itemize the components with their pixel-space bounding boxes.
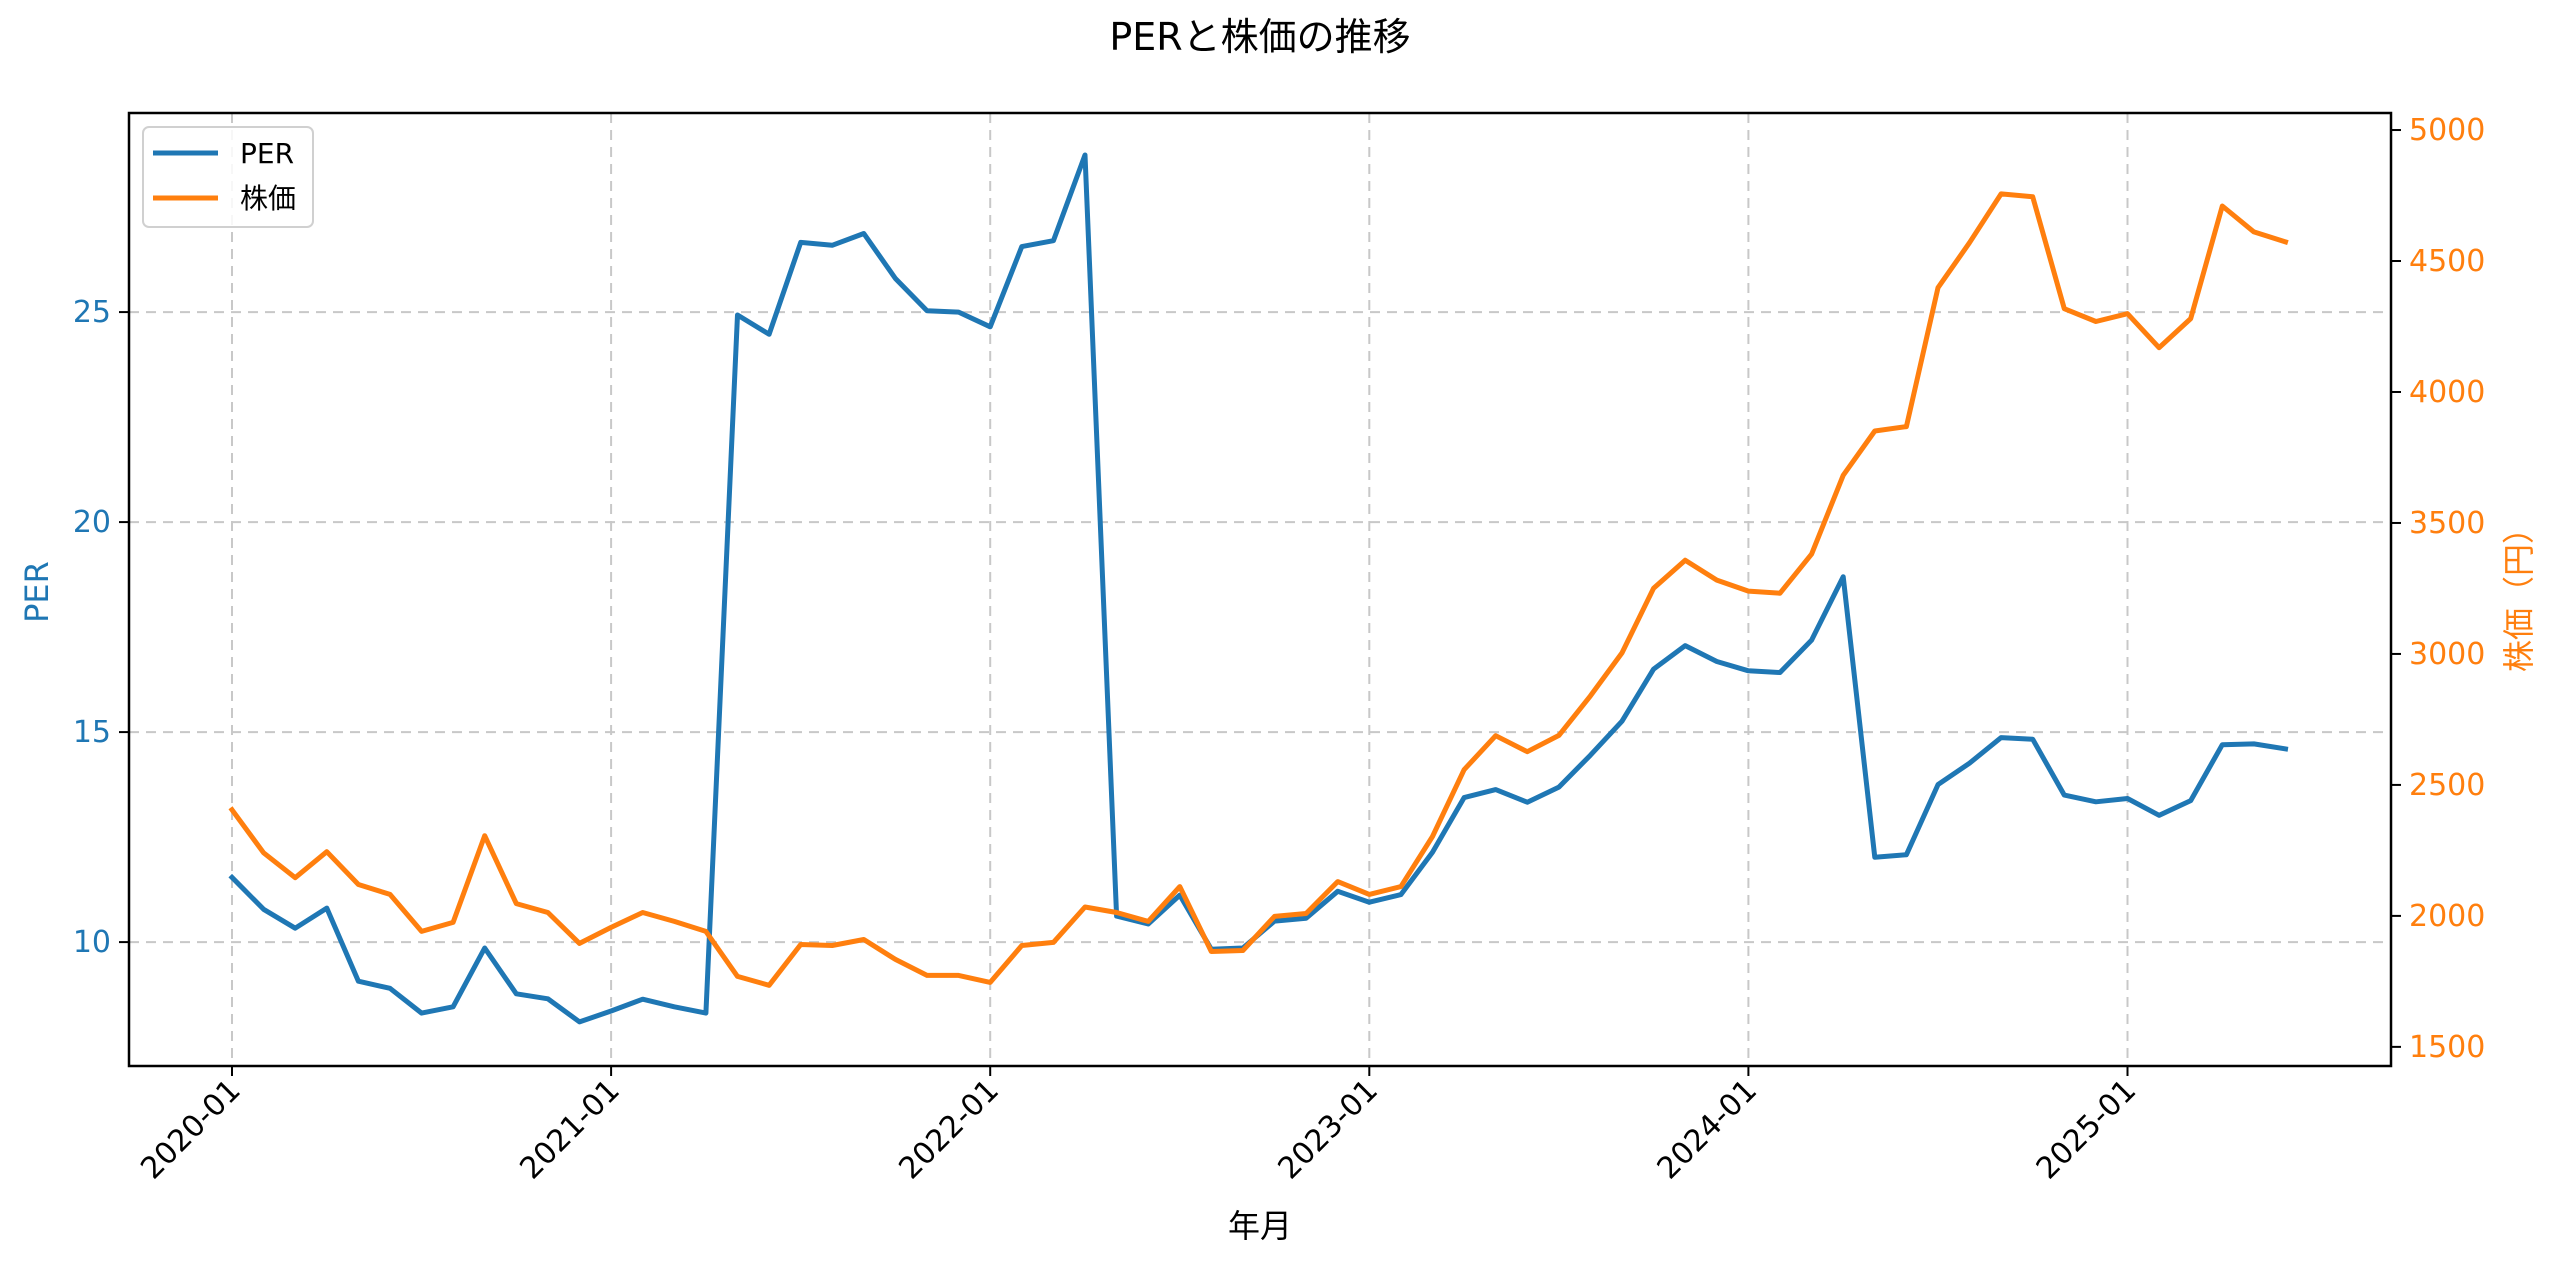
left-tick-label: 15 bbox=[73, 715, 111, 750]
plot-frame bbox=[127, 111, 2393, 1068]
left-tick-label: 25 bbox=[73, 295, 111, 330]
right-tick-label: 1500 bbox=[2409, 1030, 2485, 1065]
right-tick-label: 3000 bbox=[2409, 637, 2485, 672]
x-tick-label: 2020-01 bbox=[134, 1073, 247, 1186]
per-line bbox=[228, 152, 2289, 1025]
legend: PER 株価 bbox=[142, 126, 314, 228]
right-tick-label: 3500 bbox=[2409, 506, 2485, 541]
price-line bbox=[228, 191, 2289, 988]
x-axis: 2020-01 2021-01 2022-01 2023-01 2024-01 2025-… bbox=[134, 1066, 2143, 1186]
right-tick-label: 4500 bbox=[2409, 244, 2485, 279]
left-tick-label: 20 bbox=[73, 505, 111, 540]
x-tick-label: 2021-01 bbox=[513, 1073, 626, 1186]
right-tick-label: 5000 bbox=[2409, 113, 2485, 148]
chart-title: PERと株価の推移 bbox=[1109, 15, 1410, 59]
right-tick-label: 2000 bbox=[2409, 899, 2485, 934]
x-tick-label: 2025-01 bbox=[2030, 1073, 2143, 1186]
x-axis-label: 年月 bbox=[1228, 1207, 1292, 1245]
x-tick-label: 2023-01 bbox=[1272, 1073, 1385, 1186]
right-axis-label: 株価（円） bbox=[2500, 512, 2538, 672]
legend-price-label: 株価 bbox=[240, 182, 296, 215]
right-tick-label: 4000 bbox=[2409, 375, 2485, 410]
left-tick-label: 10 bbox=[73, 925, 111, 960]
x-tick-label: 2022-01 bbox=[892, 1073, 1005, 1186]
left-y-axis: 10 15 20 25 bbox=[73, 295, 129, 960]
legend-per-label: PER bbox=[240, 137, 294, 170]
x-tick-label: 2024-01 bbox=[1651, 1073, 1764, 1186]
left-axis-label: PER bbox=[18, 561, 56, 623]
data-lines bbox=[228, 152, 2289, 1025]
right-y-axis: 1500 2000 2500 3000 3500 4000 4500 5000 bbox=[2391, 113, 2485, 1065]
right-tick-label: 2500 bbox=[2409, 768, 2485, 803]
